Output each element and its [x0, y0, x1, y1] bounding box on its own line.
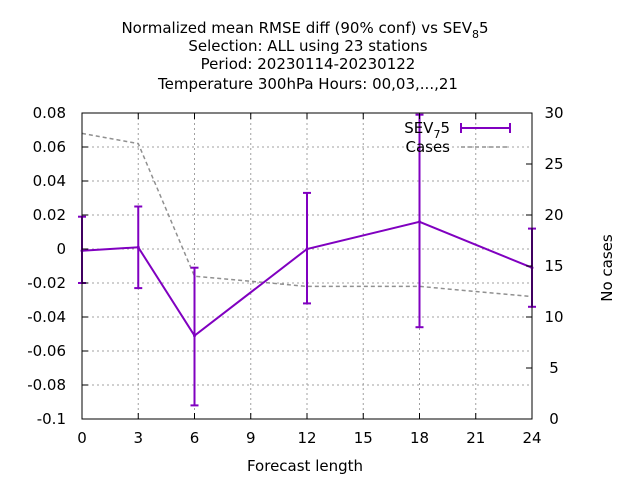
y2-tick-label: 25 [544, 155, 563, 173]
x-tick-label: 18 [410, 429, 429, 447]
sev-point [418, 220, 421, 224]
legend-marks [460, 123, 511, 148]
x-tick-label: 24 [522, 429, 541, 447]
title-line-4: Temperature 300hPa Hours: 00,03,...,21 [157, 75, 458, 93]
y-tick-label: -0.04 [27, 308, 66, 326]
title-line-1: Normalized mean RMSE diff (90% conf) vs … [121, 19, 488, 41]
y2-axis-label: No cases [598, 234, 616, 302]
sev-point [193, 334, 196, 338]
y2-tick-label: 0 [549, 410, 559, 428]
x-tick-label: 6 [190, 429, 200, 447]
y-tick-label: -0.1 [37, 410, 66, 428]
y-tick-label: 0.06 [33, 138, 66, 156]
axis-ticks: 0 3 6 9 12 15 18 21 24 -0.1 -0.08 -0.06 -0.04 -0.02 0 0… [27, 104, 563, 447]
y-tick-label: 0.02 [33, 206, 66, 224]
sev-point [136, 245, 140, 249]
x-tick-label: 9 [246, 429, 256, 447]
y-tick-label: 0.04 [33, 172, 66, 190]
y2-tick-label: 20 [544, 206, 563, 224]
x-tick-label: 21 [466, 429, 485, 447]
legend-label-cases: Cases [405, 138, 450, 156]
legend: SEV75 Cases [404, 119, 511, 156]
x-tick-label: 12 [297, 429, 316, 447]
x-tick-label: 15 [354, 429, 373, 447]
sev-point [305, 247, 309, 251]
y2-tick-label: 15 [544, 257, 563, 275]
y-tick-label: 0.08 [33, 104, 66, 122]
x-tick-label: 3 [133, 429, 143, 447]
y-tick-label: -0.02 [27, 274, 66, 292]
title-line-3: Period: 20230114-20230122 [201, 55, 416, 73]
y-tick-label: -0.08 [27, 376, 66, 394]
title-line-2: Selection: ALL using 23 stations [188, 37, 427, 55]
cases-series [81, 132, 533, 298]
sev-line [81, 220, 533, 338]
y-tick-label: -0.06 [27, 342, 66, 360]
x-tick-label: 0 [77, 429, 87, 447]
cases-line [81, 132, 533, 298]
chart-title: Normalized mean RMSE diff (90% conf) vs … [121, 19, 488, 93]
y2-tick-label: 5 [549, 359, 559, 377]
legend-label-sev: SEV75 [404, 119, 450, 141]
y-tick-label: 0 [56, 240, 66, 258]
y2-tick-label: 10 [544, 308, 563, 326]
y2-tick-label: 30 [544, 104, 563, 122]
x-axis-label: Forecast length [247, 457, 363, 475]
